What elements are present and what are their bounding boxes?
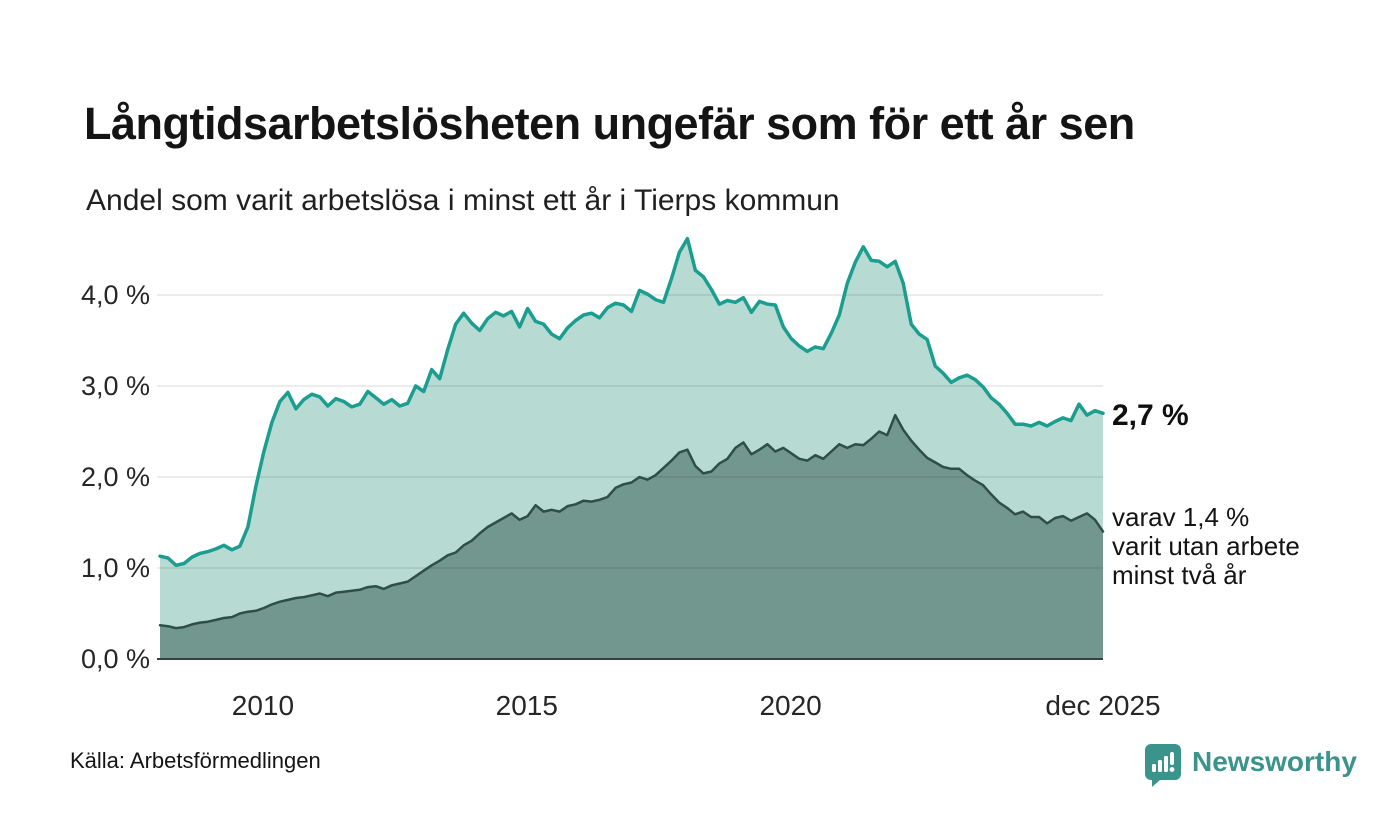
series-lines	[158, 236, 1105, 630]
x-tick-label: 2010	[232, 690, 294, 721]
subset-annotation: varav 1,4 % varit utan arbete minst två …	[1112, 503, 1300, 590]
y-tick-label: 3,0 %	[81, 371, 150, 401]
area-fills	[160, 238, 1103, 659]
page-title: Långtidsarbetslösheten ungefär som för e…	[84, 98, 1135, 150]
source-note: Källa: Arbetsförmedlingen	[70, 748, 321, 773]
series-line-1	[158, 236, 1105, 568]
y-tick-label: 4,0 %	[81, 280, 150, 310]
gridlines	[157, 294, 1103, 569]
chart-subtitle: Andel som varit arbetslösa i minst ett å…	[86, 184, 840, 217]
newsworthy-logo-icon	[1145, 744, 1181, 787]
y-tick-label: 2,0 %	[81, 462, 150, 492]
newsworthy-wordmark: Newsworthy	[1192, 746, 1357, 777]
x-tick-label: 2015	[496, 690, 558, 721]
x-tick-label: dec 2025	[1045, 690, 1160, 721]
series-area-2	[160, 415, 1103, 659]
subset-annotation-line3: minst två år	[1112, 560, 1247, 590]
newsworthy-brand[interactable]: Newsworthy	[1143, 742, 1357, 788]
y-tick-label: 1,0 %	[81, 553, 150, 583]
series-line-2	[158, 413, 1105, 630]
y-axis-labels: 0,0 % 1,0 % 2,0 % 3,0 % 4,0 %	[81, 280, 150, 674]
subset-annotation-line1: varav 1,4 %	[1112, 502, 1250, 532]
y-tick-label: 0,0 %	[81, 644, 150, 674]
latest-value-label: 2,7 %	[1112, 399, 1189, 432]
x-tick-label: 2020	[759, 690, 821, 721]
subset-annotation-line2: varit utan arbete	[1112, 531, 1300, 561]
x-axis-labels: 2010 2015 2020 dec 2025	[232, 690, 1161, 721]
